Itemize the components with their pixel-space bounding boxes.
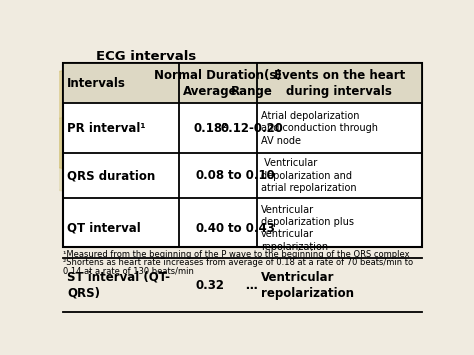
Text: 0.08: 0.08: [196, 169, 225, 182]
Text: Average: Average: [183, 84, 237, 98]
Text: 0.18²: 0.18²: [193, 122, 228, 135]
Text: Ventricular
depolarization plus
ventricular
repolarization: Ventricular depolarization plus ventricu…: [261, 204, 354, 252]
Text: ST interval (QT-
QRS): ST interval (QT- QRS): [67, 271, 170, 300]
Text: Atrial depolarization
and conduction through
AV node: Atrial depolarization and conduction thr…: [261, 111, 378, 146]
Text: 0.32: 0.32: [196, 279, 225, 292]
Text: Intervals: Intervals: [67, 77, 126, 90]
Text: ¹Measured from the beginning of the P wave to the beginning of the QRS complex: ¹Measured from the beginning of the P wa…: [63, 250, 410, 259]
Text: ECG intervals: ECG intervals: [96, 50, 197, 62]
Text: during intervals: during intervals: [286, 84, 392, 98]
Text: 0.40: 0.40: [196, 222, 225, 235]
Text: 0.14 at a rate of 130 beats/min: 0.14 at a rate of 130 beats/min: [63, 267, 194, 276]
Bar: [63, 64, 422, 247]
Bar: [63, 64, 422, 103]
Text: ²Shortens as heart rate increases from average of 0.18 at a rate of 70 beats/min: ²Shortens as heart rate increases from a…: [63, 258, 413, 267]
Text: Ventricular
depolarization and
atrial repolarization: Ventricular depolarization and atrial re…: [261, 158, 356, 193]
Text: QT interval: QT interval: [67, 222, 141, 235]
Text: Range: Range: [230, 84, 273, 98]
Text: to 0.10: to 0.10: [228, 169, 275, 182]
Text: Ventricular
repolarization: Ventricular repolarization: [261, 271, 354, 300]
Text: Events on the heart: Events on the heart: [274, 69, 405, 82]
Text: …: …: [246, 279, 257, 292]
Text: to 0.43: to 0.43: [228, 222, 275, 235]
Text: 0.12-0.20: 0.12-0.20: [220, 122, 283, 135]
Circle shape: [23, 70, 124, 170]
Text: QRS duration: QRS duration: [67, 169, 155, 182]
Circle shape: [30, 117, 104, 191]
Text: Normal Duration(s): Normal Duration(s): [154, 69, 282, 82]
Text: PR interval¹: PR interval¹: [67, 122, 146, 135]
